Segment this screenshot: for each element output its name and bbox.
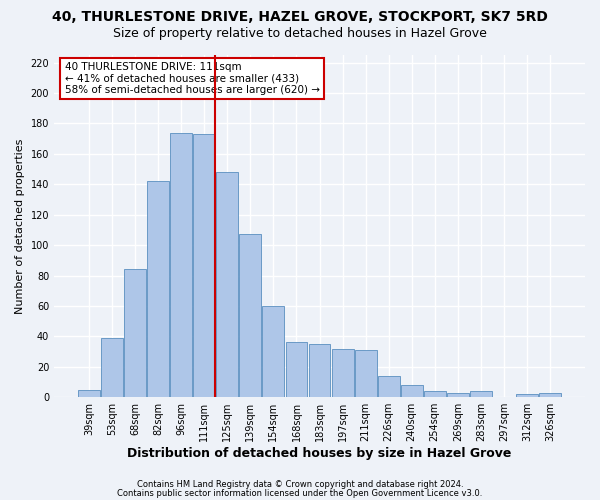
Text: 40 THURLESTONE DRIVE: 111sqm
← 41% of detached houses are smaller (433)
58% of s: 40 THURLESTONE DRIVE: 111sqm ← 41% of de… (65, 62, 320, 95)
Bar (355, 350, 377, 397)
Bar (424, 391, 446, 397)
Bar (308, 344, 331, 397)
Bar (332, 348, 353, 397)
Bar (78, 390, 100, 397)
Bar (401, 385, 422, 397)
Bar (193, 134, 215, 397)
Bar (262, 306, 284, 397)
X-axis label: Distribution of detached houses by size in Hazel Grove: Distribution of detached houses by size … (127, 447, 512, 460)
Bar (239, 234, 262, 397)
Text: Contains HM Land Registry data © Crown copyright and database right 2024.: Contains HM Land Registry data © Crown c… (137, 480, 463, 489)
Text: Size of property relative to detached houses in Hazel Grove: Size of property relative to detached ho… (113, 28, 487, 40)
Y-axis label: Number of detached properties: Number of detached properties (15, 138, 25, 314)
Bar (539, 392, 561, 397)
Bar (217, 172, 238, 397)
Text: 40, THURLESTONE DRIVE, HAZEL GROVE, STOCKPORT, SK7 5RD: 40, THURLESTONE DRIVE, HAZEL GROVE, STOC… (52, 10, 548, 24)
Bar (147, 181, 169, 397)
Bar (470, 391, 492, 397)
Bar (124, 270, 146, 397)
Bar (377, 376, 400, 397)
Bar (447, 392, 469, 397)
Bar (170, 132, 192, 397)
Bar (101, 338, 123, 397)
Bar (516, 394, 538, 397)
Bar (286, 342, 307, 397)
Text: Contains public sector information licensed under the Open Government Licence v3: Contains public sector information licen… (118, 489, 482, 498)
